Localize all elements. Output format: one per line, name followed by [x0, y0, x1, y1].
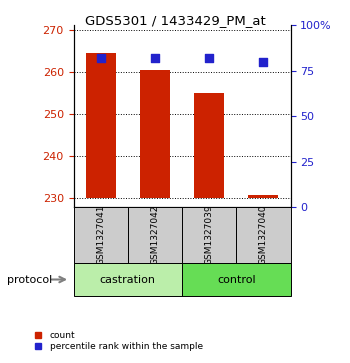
Bar	[248, 195, 278, 199]
Text: control: control	[217, 274, 256, 285]
Bar	[236, 207, 290, 263]
Bar	[86, 53, 116, 199]
Bar	[182, 263, 290, 296]
Text: GSM1327041: GSM1327041	[96, 205, 105, 265]
Bar	[74, 263, 182, 296]
Text: GSM1327039: GSM1327039	[205, 205, 214, 265]
Legend: count, percentile rank within the sample: count, percentile rank within the sample	[26, 328, 206, 355]
Text: GSM1327040: GSM1327040	[259, 205, 268, 265]
Text: protocol: protocol	[7, 274, 52, 285]
Bar	[140, 70, 170, 199]
Point	[98, 55, 104, 61]
Bar	[74, 207, 128, 263]
Point	[152, 55, 158, 61]
Text: GDS5301 / 1433429_PM_at: GDS5301 / 1433429_PM_at	[85, 15, 265, 28]
Point	[260, 59, 266, 65]
Bar	[128, 207, 182, 263]
Bar	[182, 207, 236, 263]
Text: GSM1327042: GSM1327042	[150, 205, 159, 265]
Text: castration: castration	[100, 274, 156, 285]
Point	[206, 55, 212, 61]
Bar	[194, 93, 224, 199]
